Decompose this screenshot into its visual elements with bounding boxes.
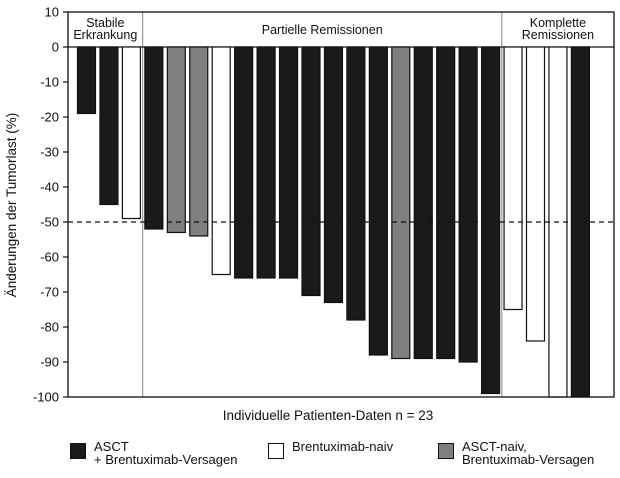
bar [234, 46, 254, 279]
bar [413, 46, 433, 360]
bar [301, 46, 321, 297]
legend-swatch-asct-naive [438, 443, 454, 459]
y-tick-label: -50 [40, 215, 59, 230]
bar [99, 46, 119, 206]
y-tick-label: -100 [33, 390, 59, 405]
legend-item-asct-naive: ASCT-naiv, Brentuximab-Versagen [438, 440, 594, 466]
bar [278, 46, 299, 279]
bar [368, 46, 388, 356]
y-tick-label: -10 [40, 75, 59, 90]
y-tick-label: 10 [45, 5, 59, 20]
legend-label-asct-naive: ASCT-naiv, Brentuximab-Versagen [462, 439, 595, 467]
legend-item-brentuximab-naive: Brentuximab-naiv [268, 440, 393, 459]
y-axis-title: Änderungen der Tumorlast (%) [4, 113, 19, 298]
bar [525, 46, 546, 342]
bar [481, 46, 501, 395]
group-label: Stabile [86, 16, 124, 30]
bar [256, 46, 276, 279]
group-label: Komplette [530, 16, 586, 30]
bar [211, 46, 231, 276]
y-tick-label: -70 [40, 285, 59, 300]
bar [391, 46, 411, 360]
bar [76, 46, 97, 115]
bar [458, 46, 478, 363]
y-tick-label: -90 [40, 355, 59, 370]
legend-item-asct-failure: ASCT + Brentuximab-Versagen [70, 440, 237, 466]
bar [503, 46, 523, 311]
x-axis-title: Individuelle Patienten-Daten n = 23 [223, 408, 434, 423]
group-label: Partielle Remissionen [262, 23, 383, 37]
bar [346, 46, 366, 321]
legend: ASCT + Brentuximab-Versagen Brentuximab-… [70, 440, 615, 474]
y-tick-label: -20 [40, 110, 59, 125]
bar [166, 46, 186, 234]
bar [189, 46, 209, 237]
y-tick-label: -80 [40, 320, 59, 335]
plot-frame [67, 11, 615, 398]
y-tick-label: -60 [40, 250, 59, 265]
legend-swatch-asct-failure [70, 443, 86, 459]
y-tick-label: 0 [52, 40, 59, 55]
y-tick-label: -30 [40, 145, 59, 160]
legend-swatch-brentuximab-naive [268, 443, 284, 459]
bar [436, 46, 456, 360]
legend-label-asct-failure: ASCT + Brentuximab-Versagen [94, 439, 238, 467]
bar [323, 46, 344, 304]
legend-label-brentuximab-naive: Brentuximab-naiv [292, 439, 394, 454]
y-tick-label: -40 [40, 180, 59, 195]
group-label: Remissionen [522, 28, 594, 42]
bar [121, 46, 142, 220]
group-label: Erkrankung [73, 28, 137, 42]
bar [144, 46, 164, 230]
